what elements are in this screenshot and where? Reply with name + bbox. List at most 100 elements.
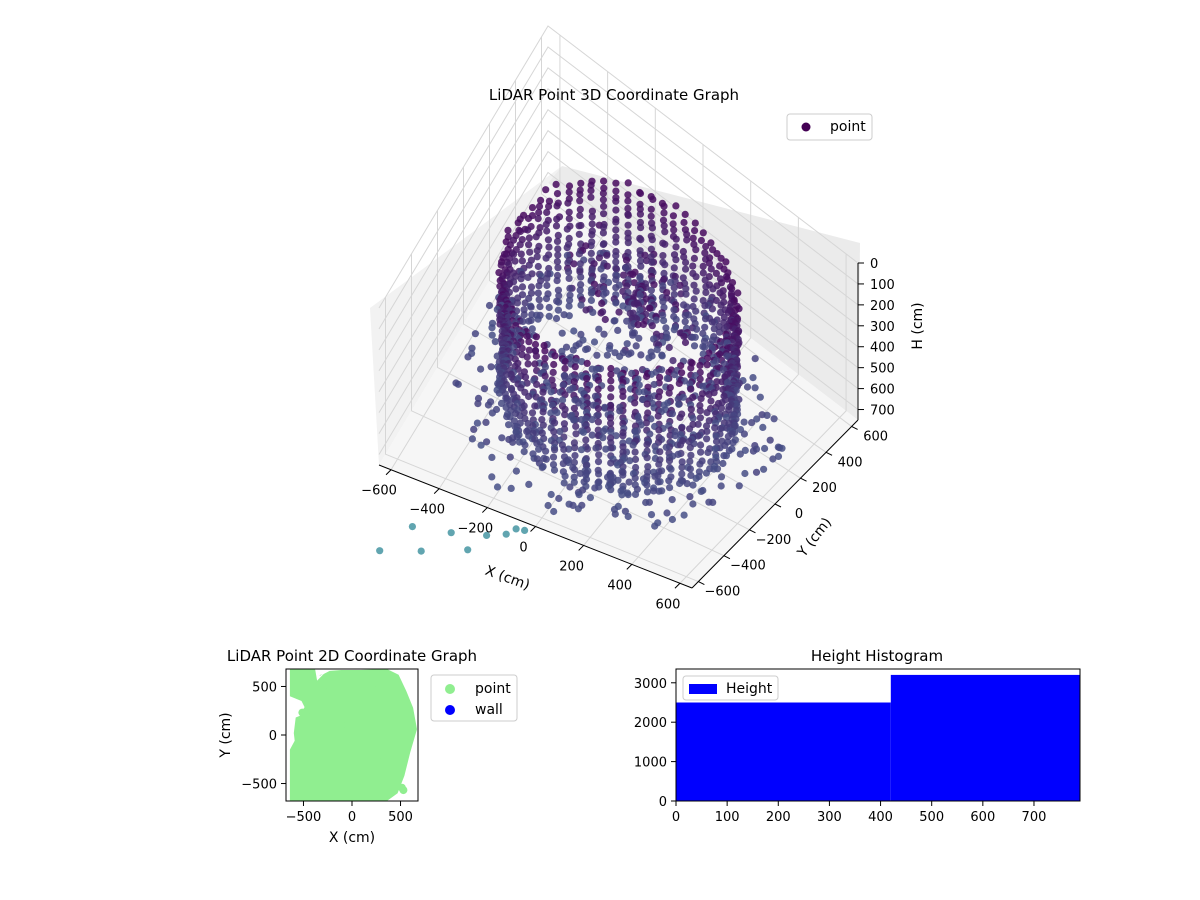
point-3d (699, 382, 707, 390)
point-3d (668, 515, 677, 524)
point-3d (736, 450, 744, 458)
point-3d (624, 239, 632, 247)
point-3d (641, 251, 649, 259)
y-tick-mark (723, 555, 731, 560)
point-3d (717, 482, 725, 490)
point-3d (666, 484, 674, 492)
point-3d (774, 452, 783, 460)
point-3d (690, 295, 698, 303)
point-3d (612, 299, 620, 307)
point-3d (544, 236, 553, 244)
point-3d (697, 448, 705, 456)
point-3d (542, 455, 550, 463)
point-3d (552, 222, 561, 230)
point-3d (707, 265, 715, 273)
point-3d (551, 352, 559, 360)
point-3d (619, 387, 627, 395)
point-3d (521, 299, 529, 307)
point-3d (690, 281, 698, 289)
point-3d-outlier (464, 546, 472, 554)
point-3d (637, 421, 645, 429)
chart-2d: LiDAR Point 2D Coordinate Graph −500 0 500… (218, 647, 518, 846)
point-3d (717, 308, 725, 316)
point-3d (528, 325, 536, 333)
point-3d (697, 487, 705, 495)
histogram-bar (890, 674, 1080, 801)
point-3d (570, 416, 578, 424)
point-2d (333, 698, 342, 707)
point-3d (619, 443, 627, 451)
point-3d (696, 361, 704, 369)
point-3d (612, 179, 620, 187)
point-3d (619, 392, 627, 400)
point-3d (575, 250, 584, 258)
point-3d (707, 239, 715, 247)
point-3d (670, 284, 678, 292)
point-3d (588, 207, 597, 215)
point-3d (649, 195, 657, 203)
point-3d (710, 325, 718, 333)
point-3d (761, 444, 769, 453)
point-2d (321, 717, 330, 726)
point-3d (541, 354, 549, 362)
point-3d (719, 292, 727, 300)
point-3d (708, 318, 716, 326)
point-3d (588, 213, 596, 221)
point-3d (554, 264, 562, 272)
point-3d (493, 483, 502, 491)
point-3d (687, 385, 695, 393)
point-3d (599, 229, 608, 237)
z-tick-label: 400 (870, 341, 895, 356)
point-3d (668, 410, 677, 418)
point-3d (560, 479, 568, 487)
point-3d (712, 296, 721, 305)
point-3d (523, 353, 531, 361)
point-3d (533, 439, 541, 447)
point-2d (366, 742, 374, 751)
x-tick-mark (626, 563, 633, 570)
point-3d (564, 259, 572, 267)
point-3d (648, 322, 656, 330)
point-3d (511, 257, 519, 265)
point-3d (595, 325, 603, 333)
x-tick-label: −400 (409, 503, 445, 518)
point-3d (687, 405, 695, 413)
point-3d (752, 468, 761, 476)
point-3d (661, 261, 669, 269)
x-tick-label: 0 (519, 541, 527, 556)
point-3d (516, 241, 524, 249)
point-3d (636, 189, 645, 198)
point-3d (470, 425, 478, 433)
point-3d (625, 478, 633, 486)
x-tick-label-2d: 0 (348, 810, 356, 825)
point-3d (712, 269, 721, 277)
point-3d (533, 380, 541, 388)
point-3d (710, 465, 718, 473)
point-3d (674, 450, 682, 458)
axes-2d: −500 0 500 500 0 −500 (241, 680, 413, 825)
point-3d (659, 298, 667, 306)
point-3d (628, 369, 636, 377)
point-3d (629, 331, 637, 339)
point-3d (624, 491, 632, 499)
point-3d (563, 244, 571, 252)
point-3d (553, 237, 562, 245)
point-3d (464, 353, 472, 361)
point-3d (587, 289, 596, 297)
point-3d (599, 189, 608, 197)
point-2d (305, 764, 314, 773)
histogram-axes: 0 100 200 300 400 500 600 700 0 1000 2000 3000 (634, 677, 1046, 825)
point-2d (315, 717, 324, 726)
point-3d (572, 430, 580, 438)
point-3d (528, 409, 537, 417)
point-3d (595, 470, 603, 478)
point-3d (770, 415, 778, 423)
point-3d (554, 231, 562, 239)
point-3d (559, 381, 567, 389)
point-3d (631, 448, 639, 456)
point-3d (484, 401, 492, 409)
histogram-legend: Height (682, 675, 779, 701)
point-3d (701, 323, 709, 331)
point-3d (656, 448, 664, 456)
point-2d (356, 783, 365, 792)
